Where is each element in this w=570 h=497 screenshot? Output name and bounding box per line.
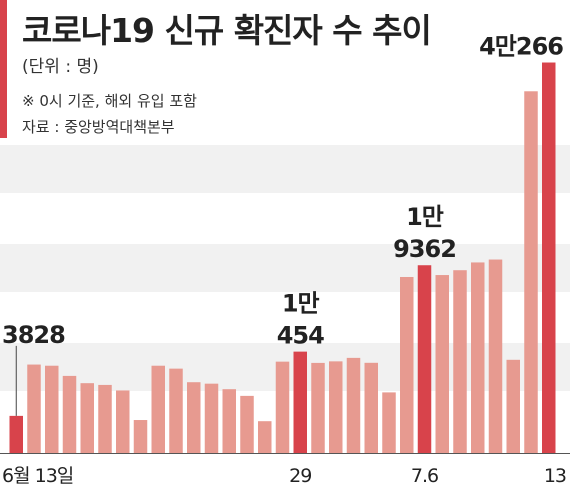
bar (435, 275, 449, 453)
bar (222, 389, 236, 453)
bar (133, 420, 148, 453)
highlight-bar (542, 62, 556, 454)
x-tick-label: 6월 13일 (2, 465, 73, 487)
bar (45, 365, 59, 453)
bar (506, 359, 520, 453)
unit-label: (단위 : 명) (22, 57, 99, 77)
bar (116, 390, 130, 453)
bar (80, 383, 94, 453)
bar (471, 262, 485, 453)
bar (524, 91, 538, 454)
data-label: 3828 (2, 321, 65, 349)
bar (27, 364, 41, 453)
bar (187, 382, 201, 453)
bar (364, 362, 378, 453)
accent-bar (0, 0, 7, 138)
bar (62, 375, 77, 453)
bar (151, 365, 165, 453)
data-label: 4만266 (479, 33, 563, 61)
bar (258, 421, 272, 453)
bar (204, 383, 219, 453)
data-label: 1만 (406, 203, 444, 231)
bar (329, 361, 343, 453)
bar (240, 395, 254, 453)
highlight-bar (417, 265, 432, 453)
bar (311, 362, 325, 453)
bar (98, 384, 112, 453)
bar (488, 259, 503, 453)
data-label: 9362 (393, 235, 456, 263)
x-tick-label: 7.6 (411, 465, 438, 487)
source-note: 자료 : 중앙방역대책본부 (22, 118, 175, 136)
bar (400, 276, 414, 453)
highlight-bar (293, 351, 307, 453)
bar (169, 368, 183, 453)
background-band (0, 145, 570, 193)
chart-title: 코로나19 신규 확진자 수 추이 (22, 11, 432, 50)
x-tick-label: 13 (544, 465, 566, 487)
x-tick-label: 29 (289, 465, 311, 487)
bar (346, 357, 361, 453)
highlight-bar (9, 415, 23, 453)
data-label: 1만 (282, 290, 320, 318)
bar (453, 270, 467, 453)
data-label: 454 (277, 322, 324, 350)
bar (382, 392, 396, 453)
bar (275, 361, 290, 453)
footnote: ※ 0시 기준, 해외 유입 포함 (22, 92, 197, 110)
